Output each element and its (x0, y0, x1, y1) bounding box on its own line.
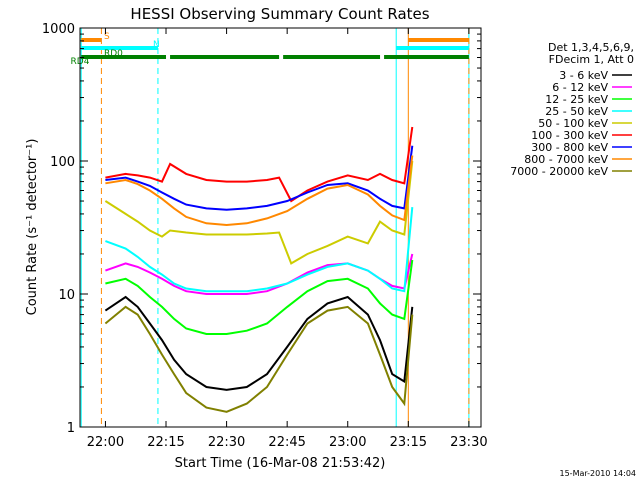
x-tick-label: 22:45 (268, 435, 305, 450)
y-tick-label: 1000 (42, 22, 75, 37)
legend-header-line: FDecim 1, Att 0 (549, 53, 634, 66)
legend-entry-label: 800 - 7000 keV (524, 153, 608, 166)
series-line-7 (105, 145, 414, 211)
axes: 22:00 22:15 22:30 22:45 23:00 23:15 23:30 1 10 10… (42, 22, 488, 450)
x-axis-label: Start Time (16-Mar-08 21:53:42) (175, 456, 386, 471)
legend-entry-label: 25 - 50 keV (545, 105, 608, 118)
x-tick-label: 22:15 (147, 435, 184, 450)
y-tick-label: 10 (58, 288, 75, 303)
flag-label: RD0 (104, 49, 123, 59)
legend-header-line: Det 1,3,4,5,6,9, (548, 41, 634, 54)
plot-frame (79, 27, 482, 428)
plot-area (80, 28, 470, 427)
series-line-3 (105, 259, 414, 335)
flag-label: N (153, 40, 160, 50)
legend-entry-label: 100 - 300 keV (531, 129, 608, 142)
series-line-6 (105, 126, 414, 203)
legend-entry-label: 7000 - 20000 keV (510, 165, 608, 178)
legend: Det 1,3,4,5,6,9,FDecim 1, Att 0 3 - 6 keV… (510, 41, 634, 178)
legend-entry-label: 3 - 6 keV (559, 69, 608, 82)
y-tick-label: 100 (50, 155, 75, 170)
series-line-5 (104, 160, 414, 265)
legend-entry-label: 12 - 25 keV (545, 93, 608, 106)
flag-label: S (104, 32, 110, 42)
legend-entry-label: 6 - 12 keV (552, 81, 608, 94)
legend-entry-label: 300 - 800 keV (531, 141, 608, 154)
x-tick-label: 23:30 (450, 435, 487, 450)
legend-entry-label: 50 - 100 keV (538, 117, 608, 130)
chart-title: HESSI Observing Summary Count Rates (130, 5, 429, 23)
series-line-8 (105, 155, 414, 227)
footer-timestamp: 15-Mar-2010 14:04 (560, 469, 637, 478)
x-tick-label: 22:00 (87, 435, 124, 450)
y-tick-label: 1 (67, 421, 75, 436)
x-tick-label: 23:15 (390, 435, 427, 450)
series-line-9 (104, 305, 414, 413)
x-tick-label: 22:30 (208, 435, 245, 450)
series-line-4 (105, 207, 414, 293)
series-line-1 (104, 295, 414, 391)
x-tick-label: 23:00 (329, 435, 366, 450)
y-axis-label: Count Rate (s⁻¹ detector⁻¹) (25, 139, 40, 316)
